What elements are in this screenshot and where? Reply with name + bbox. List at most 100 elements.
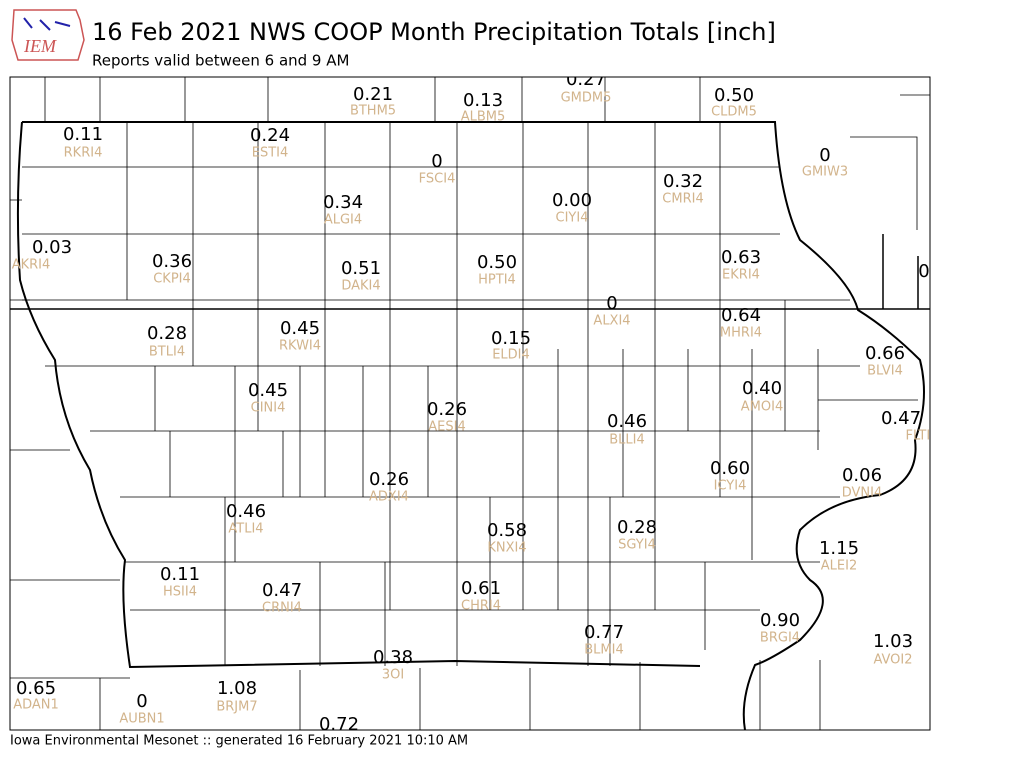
station-value: 0.03 [32,237,72,258]
station-id: ALXI4 [593,314,630,329]
station-id: ESTI4 [252,146,289,161]
station-value: 0.45 [280,318,320,339]
station-id: BTHM5 [350,104,396,119]
station-id: AVOI2 [873,653,912,668]
station-value: 0.36 [152,251,192,272]
station-id: CINI4 [251,401,286,416]
station-id: SGYI4 [618,538,656,553]
station-value: 0 [606,293,617,314]
station-id: BTLI4 [149,345,185,360]
station-id: RKWI4 [279,339,321,354]
station-value: 0.26 [369,469,409,490]
station-value: 1.03 [873,631,913,652]
title: 16 Feb 2021 NWS COOP Month Precipitation… [92,18,776,46]
station-id: ATLI4 [228,522,263,537]
station-value: 0.13 [463,90,503,111]
station-value: 0.26 [427,399,467,420]
station-id: DVNI4 [842,486,883,501]
station-id: CIYI4 [556,211,589,226]
logo: IEM [11,9,85,61]
station-id: CLDM5 [711,105,757,120]
station-value: 0.46 [226,501,266,522]
station-value: 0.51 [341,258,381,279]
station-id: ADAN1 [13,698,59,713]
station-id: MHRI4 [720,326,762,341]
station-value: 0.63 [721,247,761,268]
station-value: 0.90 [760,610,800,631]
station-id: FSCI4 [419,172,456,187]
station-id: HPTI4 [478,273,516,288]
station-value: 0.40 [742,378,782,399]
station-value: 0.50 [714,85,754,106]
station-id: ALGI4 [324,213,362,228]
station-id: GMIW3 [802,165,848,180]
station-value: 0.46 [607,411,647,432]
station-id: ELDI4 [492,348,530,363]
station-value: 0.28 [147,323,187,344]
station-value: 1.08 [217,678,257,699]
station-id: KNXI4 [487,541,526,556]
station-value: 0.27 [566,69,606,90]
station-id: FLTI2 [906,429,939,444]
station-id: AUBN1 [119,712,164,727]
station-value: 0.61 [461,578,501,599]
station-value: 0 [431,151,442,172]
station-id: CRNI4 [262,601,302,616]
station-id: GMDM5 [561,91,612,106]
station-id: AESI4 [428,420,465,435]
station-value: 0.60 [710,458,750,479]
station-value: 0 [819,145,830,166]
station-value: 0 [136,691,147,712]
station-id: BRGI4 [760,631,800,646]
station-value: 0 [918,261,929,282]
station-id: DAKI4 [341,279,380,294]
station-id: CMRI4 [662,192,703,207]
station-id: ALEI2 [821,559,857,574]
station-value: 1.15 [819,538,859,559]
station-value: 0.21 [353,84,393,105]
station-value: 0.77 [584,622,624,643]
station-id: BRJM7 [216,700,257,715]
station-value: 0.11 [63,124,103,145]
station-value: 0.65 [16,678,56,699]
station-id: BLLI4 [609,433,645,448]
station-id: ICYI4 [714,479,747,494]
station-id: ALBM5 [461,110,506,125]
map-frame [9,76,931,731]
station-value: 0.32 [663,171,703,192]
station-value: 0.58 [487,520,527,541]
station-id: CHRI4 [461,599,501,614]
station-value: 0.00 [552,190,592,211]
station-value: 0.47 [881,408,921,429]
state-boundary [16,121,925,730]
logo-text: IEM [23,36,57,56]
station-value: 0.50 [477,252,517,273]
station-id: 3OI [382,668,404,683]
station-value: 0.11 [160,564,200,585]
station-id: EKRI4 [722,268,760,283]
station-value: 0.45 [248,380,288,401]
station-value: 0.64 [721,305,761,326]
station-id: BLVI4 [867,364,903,379]
station-value: 0.06 [842,465,882,486]
station-value: 0.34 [323,192,363,213]
station-value: 0.38 [373,647,413,668]
station-value: 0.66 [865,343,905,364]
station-id: AKRI4 [12,258,51,273]
border [10,234,930,310]
station-id: HSII4 [163,585,197,600]
station-id: ADXI4 [369,490,409,505]
subtitle: Reports valid between 6 and 9 AM [92,52,349,70]
station-value: 0.15 [491,328,531,349]
station-value: 0.28 [617,517,657,538]
station-id: CKPI4 [153,272,191,287]
station-value: 0.72 [319,714,359,735]
station-value: 0.24 [250,125,290,146]
station-value: 0.47 [262,580,302,601]
footer: Iowa Environmental Mesonet :: generated … [10,734,468,749]
station-id: RKRI4 [64,146,103,161]
station-id: AMOI4 [741,400,783,415]
